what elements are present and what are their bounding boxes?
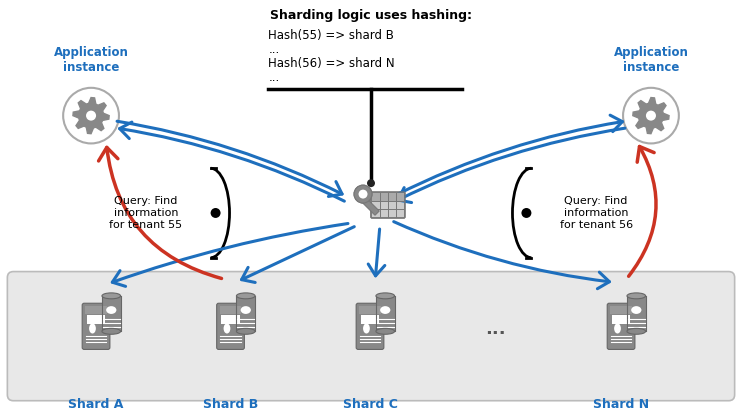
FancyArrowPatch shape (117, 121, 342, 196)
FancyArrowPatch shape (242, 227, 354, 282)
FancyArrowPatch shape (368, 229, 385, 276)
Ellipse shape (89, 323, 96, 334)
FancyArrowPatch shape (119, 122, 344, 201)
Circle shape (358, 190, 367, 198)
Ellipse shape (614, 323, 621, 334)
Ellipse shape (363, 323, 370, 334)
Text: Application
instance: Application instance (53, 46, 128, 74)
Text: Query: Find
information
for tenant 56: Query: Find information for tenant 56 (559, 196, 633, 230)
Bar (372, 193, 404, 201)
Circle shape (354, 185, 372, 203)
Circle shape (367, 179, 375, 187)
Ellipse shape (627, 328, 646, 334)
Ellipse shape (240, 306, 251, 314)
FancyArrowPatch shape (398, 128, 625, 203)
Bar (376, 296, 395, 332)
Polygon shape (73, 98, 109, 134)
Circle shape (623, 88, 679, 143)
Text: Application
instance: Application instance (614, 46, 689, 74)
FancyBboxPatch shape (82, 303, 110, 349)
Bar (87, 315, 105, 324)
Polygon shape (633, 98, 669, 134)
Ellipse shape (223, 323, 230, 334)
Text: Shard A: Shard A (68, 398, 124, 411)
Bar (359, 306, 381, 314)
FancyArrowPatch shape (628, 146, 656, 276)
FancyBboxPatch shape (217, 303, 244, 349)
Polygon shape (361, 197, 379, 215)
Circle shape (86, 111, 96, 121)
Text: ...: ... (269, 71, 280, 84)
Ellipse shape (237, 293, 255, 299)
Ellipse shape (380, 306, 390, 314)
FancyArrowPatch shape (394, 222, 609, 289)
Circle shape (358, 190, 367, 198)
Bar (237, 296, 255, 332)
Text: Sharding logic uses hashing:: Sharding logic uses hashing: (270, 9, 472, 23)
Text: Hash(56) => shard N: Hash(56) => shard N (269, 57, 395, 70)
Text: ...: ... (485, 320, 506, 338)
Circle shape (63, 88, 119, 143)
FancyArrowPatch shape (395, 115, 623, 195)
Bar (102, 296, 121, 332)
Ellipse shape (102, 293, 121, 299)
Circle shape (522, 208, 531, 218)
Bar (627, 296, 646, 332)
Bar (611, 315, 631, 324)
Circle shape (646, 111, 656, 121)
Text: Shard C: Shard C (343, 398, 398, 411)
Ellipse shape (102, 328, 121, 334)
Text: Shard B: Shard B (203, 398, 258, 411)
Text: Query: Find
information
for tenant 55: Query: Find information for tenant 55 (109, 196, 183, 230)
FancyBboxPatch shape (371, 192, 405, 218)
FancyBboxPatch shape (356, 303, 384, 349)
Text: ...: ... (269, 43, 280, 56)
Bar (220, 306, 241, 314)
Text: Hash(55) => shard B: Hash(55) => shard B (269, 29, 394, 42)
Bar (221, 315, 240, 324)
FancyBboxPatch shape (7, 271, 735, 401)
Circle shape (211, 208, 220, 218)
Ellipse shape (376, 293, 395, 299)
Ellipse shape (106, 306, 116, 314)
FancyBboxPatch shape (607, 303, 635, 349)
Bar (361, 315, 379, 324)
Ellipse shape (631, 306, 641, 314)
Ellipse shape (376, 328, 395, 334)
Ellipse shape (627, 293, 646, 299)
Bar (610, 306, 632, 314)
Circle shape (354, 185, 372, 203)
FancyArrowPatch shape (99, 147, 222, 279)
FancyArrowPatch shape (112, 224, 348, 286)
Ellipse shape (237, 328, 255, 334)
Text: Shard N: Shard N (593, 398, 649, 411)
Bar (85, 306, 107, 314)
